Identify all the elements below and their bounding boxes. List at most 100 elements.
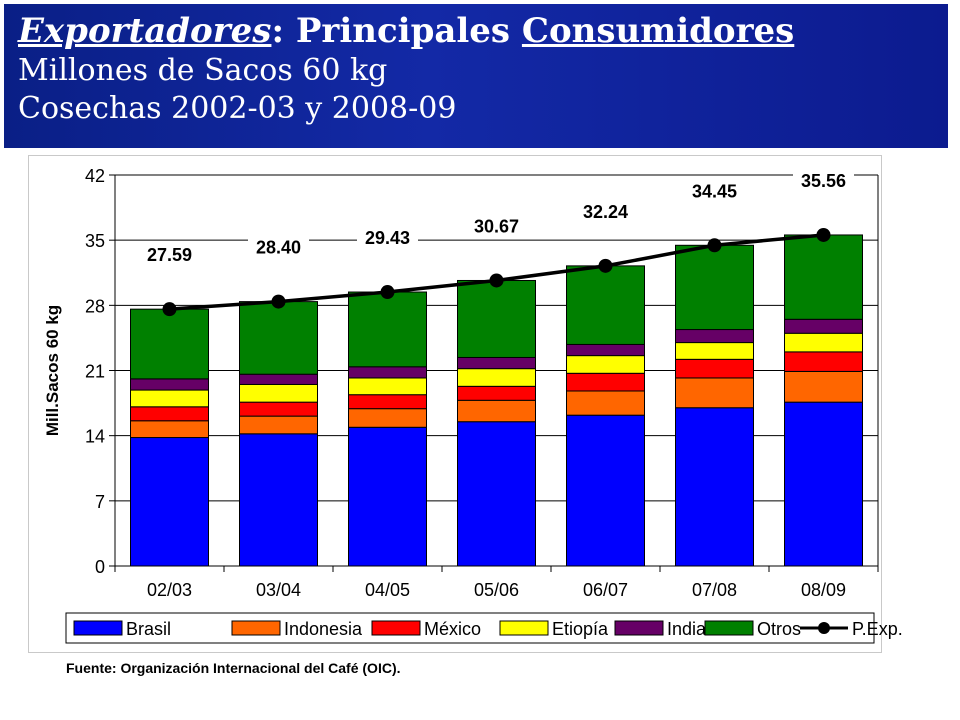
- x-tick-label: 03/04: [256, 580, 301, 600]
- data-label: 27.59: [147, 245, 192, 265]
- bar-etiopía: [457, 368, 536, 387]
- legend-label: Otros: [757, 619, 801, 639]
- data-label-bg: [793, 168, 854, 193]
- bar-méxico: [566, 372, 645, 392]
- bar-brasil: [457, 421, 536, 567]
- bar-otros: [130, 308, 209, 380]
- bar-indonesia: [348, 408, 427, 428]
- bar-india: [675, 329, 754, 344]
- legend-swatch-otros: [704, 620, 754, 636]
- x-tick-label: 06/07: [583, 580, 628, 600]
- y-tick-label: 35: [85, 231, 105, 251]
- data-label-bg: [357, 226, 418, 251]
- bar-otros: [239, 301, 318, 375]
- bar-india: [784, 318, 863, 334]
- bar-indonesia: [457, 399, 536, 423]
- subtitle-units: Millones de Sacos 60 kg: [18, 53, 388, 88]
- legend-label: México: [424, 619, 481, 639]
- bar-brasil: [675, 407, 754, 567]
- bar-méxico: [784, 351, 863, 372]
- legend-label: Etiopía: [552, 619, 609, 639]
- data-label-bg: [684, 179, 745, 204]
- bar-méxico: [457, 385, 536, 401]
- data-label: 35.56: [801, 171, 846, 191]
- y-tick-label: 0: [95, 557, 105, 577]
- bar-otros: [784, 234, 863, 320]
- bar-méxico: [675, 358, 754, 379]
- data-label: 28.40: [256, 238, 301, 258]
- bar-india: [566, 343, 645, 357]
- data-label-bg: [575, 199, 636, 224]
- title-principales: Principales: [295, 11, 511, 51]
- bar-india: [348, 366, 427, 379]
- bar-etiopía: [784, 332, 863, 353]
- bar-indonesia: [675, 377, 754, 409]
- bar-otros: [675, 244, 754, 331]
- line-point: [489, 273, 504, 288]
- bar-indonesia: [784, 370, 863, 403]
- bar-brasil: [130, 437, 209, 567]
- line-point: [707, 238, 722, 253]
- bar-brasil: [239, 433, 318, 567]
- data-label: 30.67: [474, 216, 519, 236]
- x-tick-label: 04/05: [365, 580, 410, 600]
- line-point: [598, 258, 613, 273]
- bar-indonesia: [566, 390, 645, 416]
- legend-label: P.Exp.: [852, 619, 903, 639]
- line-point: [816, 227, 831, 242]
- x-tick-label: 02/03: [147, 580, 192, 600]
- legend-swatch-méxico: [371, 620, 421, 636]
- bar-etiopía: [130, 389, 209, 408]
- x-tick-label: 07/08: [692, 580, 737, 600]
- bar-brasil: [348, 426, 427, 567]
- bar-indonesia: [130, 420, 209, 439]
- y-axis-label: Mill.Sacos 60 kg: [43, 305, 62, 436]
- line-point: [162, 302, 177, 317]
- bar-otros: [566, 265, 645, 345]
- page-title: Exportadores: Principales Consumidores: [18, 10, 948, 52]
- title-exportadores: Exportadores: [18, 11, 272, 51]
- bar-otros: [457, 279, 536, 358]
- line-point: [271, 294, 286, 309]
- y-tick-label: 14: [85, 427, 105, 447]
- bar-méxico: [348, 394, 427, 410]
- bar-etiopía: [566, 355, 645, 374]
- data-label: 34.45: [692, 181, 737, 201]
- bar-india: [457, 356, 536, 370]
- x-tick-label: 05/06: [474, 580, 519, 600]
- legend-swatch-etiopía: [499, 620, 549, 636]
- bar-méxico: [130, 406, 209, 422]
- data-label: 29.43: [365, 228, 410, 248]
- y-tick-label: 21: [85, 362, 105, 382]
- bar-etiopía: [675, 342, 754, 360]
- bar-india: [130, 378, 209, 391]
- title-banner: Exportadores: Principales Consumidores M…: [4, 4, 948, 148]
- data-label: 32.24: [583, 202, 628, 222]
- bar-etiopía: [348, 377, 427, 396]
- bar-indonesia: [239, 415, 318, 435]
- legend-label: India: [667, 619, 707, 639]
- source-note: Fuente: Organización Internacional del C…: [66, 660, 401, 676]
- y-tick-label: 42: [85, 166, 105, 186]
- data-label-bg: [466, 214, 527, 239]
- y-tick-label: 7: [95, 492, 105, 512]
- data-label-bg: [248, 235, 309, 260]
- legend-label: Brasil: [126, 619, 171, 639]
- bar-brasil: [784, 401, 863, 567]
- x-tick-label: 08/09: [801, 580, 846, 600]
- y-tick-label: 28: [85, 296, 105, 316]
- bar-india: [239, 373, 318, 385]
- title-colon: :: [271, 11, 284, 51]
- legend-swatch-indonesia: [231, 620, 281, 636]
- subtitle-harvests: Cosechas 2002-03 y 2008-09: [18, 91, 457, 126]
- bar-otros: [348, 291, 427, 368]
- legend-swatch-brasil: [73, 620, 123, 636]
- legend-swatch-marker: [818, 622, 830, 634]
- legend-label: Indonesia: [284, 619, 363, 639]
- data-label-bg: [139, 243, 200, 268]
- line-point: [380, 285, 395, 300]
- bar-méxico: [239, 401, 318, 417]
- legend-swatch-india: [614, 620, 664, 636]
- bar-brasil: [566, 414, 645, 567]
